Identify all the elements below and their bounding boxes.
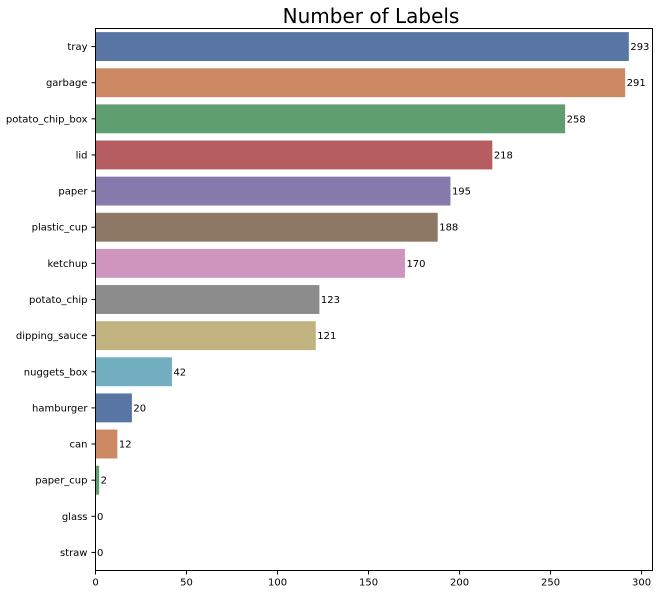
- x-tick-label-50: 50: [180, 578, 193, 589]
- bar-ketchup: [95, 248, 405, 278]
- bars-group: [95, 32, 629, 495]
- value-label-tray: 293: [630, 42, 649, 53]
- value-label-paper-cup: 2: [101, 476, 107, 487]
- bar-nuggets-box: [95, 357, 172, 387]
- bar-hamburger: [95, 393, 132, 423]
- y-tick-label-straw: straw: [60, 548, 88, 559]
- value-label-straw: 0: [97, 548, 103, 559]
- y-tick-label-lid: lid: [76, 150, 88, 161]
- bar-dipping-sauce: [95, 321, 316, 351]
- y-tick-label-glass: glass: [62, 512, 88, 523]
- y-tick-label-garbage: garbage: [46, 78, 88, 89]
- plot-frame: [95, 28, 653, 571]
- value-label-potato-chip: 123: [321, 295, 340, 306]
- x-tick-label-100: 100: [268, 578, 287, 589]
- value-label-paper: 195: [452, 187, 471, 198]
- bar-paper: [95, 176, 451, 206]
- y-tick-label-potato-chip: potato_chip: [29, 295, 88, 306]
- x-axis: 0 50 100 150 200 250 300: [92, 570, 651, 589]
- value-label-can: 12: [119, 440, 132, 451]
- bar-tray: [95, 32, 629, 62]
- bar-garbage: [95, 68, 626, 98]
- y-tick-label-ketchup: ketchup: [47, 259, 87, 270]
- x-tick-label-200: 200: [450, 578, 469, 589]
- y-tick-label-hamburger: hamburger: [32, 403, 88, 414]
- bar-plastic-cup: [95, 212, 438, 242]
- x-tick-label-250: 250: [541, 578, 560, 589]
- y-tick-label-nuggets-box: nuggets_box: [24, 367, 88, 378]
- y-tick-label-dipping-sauce: dipping_sauce: [16, 331, 88, 342]
- y-tick-label-paper-cup: paper_cup: [35, 476, 87, 487]
- bar-potato-chip-box: [95, 104, 566, 134]
- y-tick-label-potato-chip-box: potato_chip_box: [6, 114, 88, 125]
- value-label-garbage: 291: [627, 78, 646, 89]
- value-label-lid: 218: [494, 150, 513, 161]
- value-label-nuggets-box: 42: [173, 367, 186, 378]
- value-label-hamburger: 20: [133, 403, 146, 414]
- y-tick-label-paper: paper: [58, 187, 88, 198]
- chart-title: Number of Labels: [283, 4, 460, 28]
- bar-paper-cup: [95, 465, 100, 495]
- bar-potato-chip: [95, 285, 320, 314]
- y-tick-label-tray: tray: [67, 42, 87, 53]
- y-tick-label-can: can: [70, 440, 88, 451]
- value-label-potato-chip-box: 258: [567, 114, 586, 125]
- value-label-plastic-cup: 188: [439, 223, 458, 234]
- y-tick-label-plastic-cup: plastic_cup: [32, 223, 88, 234]
- bar-lid: [95, 140, 493, 170]
- value-label-ketchup: 170: [406, 259, 425, 270]
- value-label-dipping-sauce: 121: [317, 331, 336, 342]
- bar-can: [95, 429, 118, 459]
- x-tick-label-300: 300: [632, 578, 651, 589]
- x-tick-label-0: 0: [92, 578, 98, 589]
- x-tick-label-150: 150: [359, 578, 378, 589]
- value-label-glass: 0: [97, 512, 103, 523]
